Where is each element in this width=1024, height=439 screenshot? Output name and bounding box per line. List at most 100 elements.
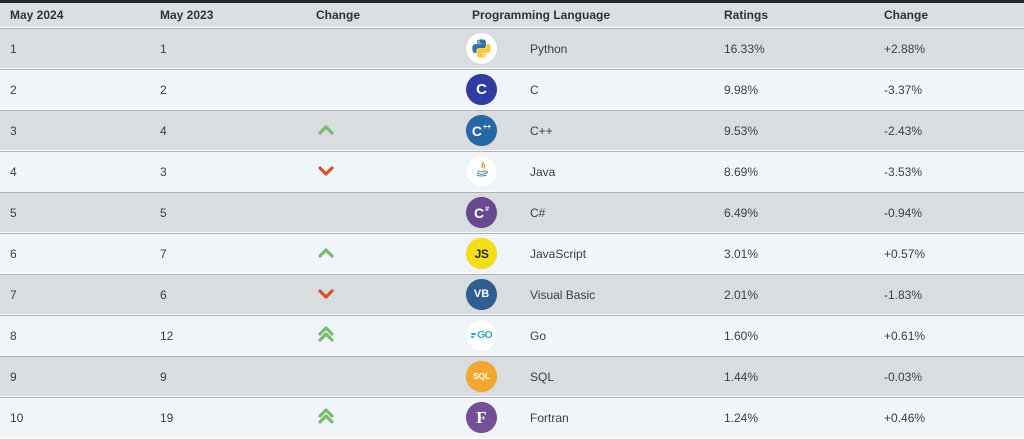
ratings-cell: 1.24% — [714, 397, 874, 438]
table-row: 10 19 F Fortran 1.24% +0.46% — [0, 397, 1024, 438]
rank-prev-cell: 5 — [150, 192, 306, 233]
ratings-cell: 9.98% — [714, 69, 874, 110]
fortran-icon: F — [466, 402, 497, 433]
rank-now-cell: 8 — [0, 315, 150, 356]
rank-now-cell: 4 — [0, 151, 150, 192]
language-icon-cell — [456, 28, 516, 69]
ratings-change-cell: -0.94% — [874, 192, 1024, 233]
language-name-cell: Java — [516, 151, 714, 192]
language-name-cell: Go — [516, 315, 714, 356]
rank-down-icon — [318, 288, 334, 299]
rank-now-cell: 3 — [0, 110, 150, 151]
language-name-cell: JavaScript — [516, 233, 714, 274]
table-row: 6 7 JS JavaScript 3.01% +0.57% — [0, 233, 1024, 274]
table-row: 7 6 VB Visual Basic 2.01% -1.83% — [0, 274, 1024, 315]
language-name-cell: Fortran — [516, 397, 714, 438]
table-body: 1 1 Python 16.33% +2.88% 2 2 C C 9.98% -… — [0, 28, 1024, 438]
position-change-cell — [306, 69, 456, 110]
column-header-position-change: Change — [306, 0, 456, 28]
language-icon-cell: C — [456, 69, 516, 110]
language-name-cell: C — [516, 69, 714, 110]
column-header-rank-now: May 2024 — [0, 0, 150, 28]
rank-now-cell: 6 — [0, 233, 150, 274]
rank-prev-cell: 4 — [150, 110, 306, 151]
ratings-cell: 16.33% — [714, 28, 874, 69]
rank-up-icon — [318, 247, 334, 258]
position-change-cell — [306, 315, 456, 356]
language-icon-cell: SQL — [456, 356, 516, 397]
rank-prev-cell: 7 — [150, 233, 306, 274]
table-row: 9 9 SQL SQL 1.44% -0.03% — [0, 356, 1024, 397]
rank-prev-cell: 2 — [150, 69, 306, 110]
sql-icon: SQL — [466, 361, 497, 392]
table-row: 5 5 C # C# 6.49% -0.94% — [0, 192, 1024, 233]
c-icon: C — [466, 74, 497, 105]
rank-up-icon — [318, 124, 334, 135]
rank-prev-cell: 9 — [150, 356, 306, 397]
visual-basic-icon: VB — [466, 279, 497, 310]
language-icon-cell: C ++ — [456, 110, 516, 151]
rank-now-cell: 2 — [0, 69, 150, 110]
rank-now-cell: 9 — [0, 356, 150, 397]
ratings-cell: 1.60% — [714, 315, 874, 356]
rank-up-double-icon — [318, 408, 334, 424]
column-header-ratings: Ratings — [714, 0, 874, 28]
ratings-cell: 1.44% — [714, 356, 874, 397]
rank-prev-cell: 19 — [150, 397, 306, 438]
ratings-change-cell: -1.83% — [874, 274, 1024, 315]
javascript-icon: JS — [466, 238, 497, 269]
language-name-cell: C++ — [516, 110, 714, 151]
ratings-change-cell: +0.61% — [874, 315, 1024, 356]
go-icon: GO — [466, 320, 497, 351]
table-row: 1 1 Python 16.33% +2.88% — [0, 28, 1024, 69]
ratings-change-cell: +0.46% — [874, 397, 1024, 438]
language-name-cell: Visual Basic — [516, 274, 714, 315]
rank-prev-cell: 6 — [150, 274, 306, 315]
language-icon-cell: C # — [456, 192, 516, 233]
ratings-change-cell: -3.53% — [874, 151, 1024, 192]
position-change-cell — [306, 233, 456, 274]
column-header-rank-prev: May 2023 — [150, 0, 306, 28]
ratings-change-cell: -0.03% — [874, 356, 1024, 397]
rank-now-cell: 5 — [0, 192, 150, 233]
position-change-cell — [306, 274, 456, 315]
position-change-cell — [306, 110, 456, 151]
ratings-change-cell: +0.57% — [874, 233, 1024, 274]
table-row: 8 12 GO Go 1.60% +0.61% — [0, 315, 1024, 356]
column-header-ratings-change: Change — [874, 0, 1024, 28]
rank-prev-cell: 1 — [150, 28, 306, 69]
cpp-icon: C ++ — [466, 115, 497, 146]
ratings-cell: 2.01% — [714, 274, 874, 315]
rank-prev-cell: 3 — [150, 151, 306, 192]
rank-down-icon — [318, 165, 334, 176]
language-icon-cell: VB — [456, 274, 516, 315]
ratings-cell: 9.53% — [714, 110, 874, 151]
position-change-cell — [306, 151, 456, 192]
language-icon-cell — [456, 151, 516, 192]
rank-prev-cell: 12 — [150, 315, 306, 356]
csharp-icon: C # — [466, 197, 497, 228]
ratings-cell: 3.01% — [714, 233, 874, 274]
position-change-cell — [306, 192, 456, 233]
rank-now-cell: 7 — [0, 274, 150, 315]
python-icon — [466, 33, 497, 64]
table-row: 3 4 C ++ C++ 9.53% -2.43% — [0, 110, 1024, 151]
table-row: 2 2 C C 9.98% -3.37% — [0, 69, 1024, 110]
ratings-change-cell: +2.88% — [874, 28, 1024, 69]
column-header-programming-language: Programming Language — [456, 0, 714, 28]
ratings-cell: 8.69% — [714, 151, 874, 192]
table-row: 4 3 Java 8.69% -3.53% — [0, 151, 1024, 192]
java-icon — [466, 156, 497, 187]
position-change-cell — [306, 28, 456, 69]
ratings-change-cell: -2.43% — [874, 110, 1024, 151]
rank-now-cell: 1 — [0, 28, 150, 69]
ratings-cell: 6.49% — [714, 192, 874, 233]
language-name-cell: C# — [516, 192, 714, 233]
language-name-cell: Python — [516, 28, 714, 69]
language-icon-cell: JS — [456, 233, 516, 274]
language-icon-cell: GO — [456, 315, 516, 356]
position-change-cell — [306, 356, 456, 397]
language-icon-cell: F — [456, 397, 516, 438]
position-change-cell — [306, 397, 456, 438]
